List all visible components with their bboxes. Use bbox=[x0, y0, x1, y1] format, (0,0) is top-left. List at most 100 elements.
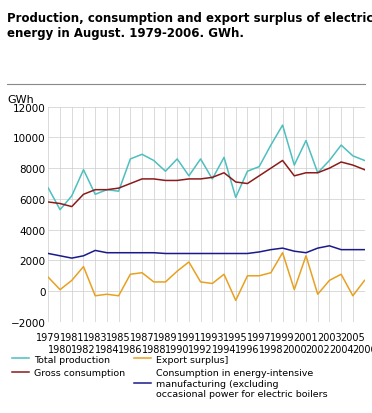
Export surplus] bbox=[269, 271, 273, 275]
Gross consumption bbox=[128, 182, 132, 187]
Total production bbox=[222, 156, 226, 161]
Gross consumption bbox=[315, 171, 320, 176]
Gross consumption bbox=[187, 177, 191, 182]
Consumption in energy-intensive
manufacturing (excluding
occasional power for electric boilers bbox=[362, 247, 367, 252]
Text: 1988: 1988 bbox=[141, 344, 166, 354]
Consumption in energy-intensive
manufacturing (excluding
occasional power for electric boilers bbox=[351, 247, 355, 252]
Gross consumption bbox=[151, 177, 156, 182]
Export surplus] bbox=[163, 280, 168, 285]
Gross consumption bbox=[292, 174, 296, 179]
Consumption in energy-intensive
manufacturing (excluding
occasional power for electric boilers bbox=[187, 252, 191, 256]
Total production bbox=[339, 143, 343, 148]
Consumption in energy-intensive
manufacturing (excluding
occasional power for electric boilers bbox=[257, 250, 262, 255]
Gross consumption bbox=[257, 174, 262, 179]
Consumption in energy-intensive
manufacturing (excluding
occasional power for electric boilers bbox=[81, 254, 86, 259]
Export surplus] bbox=[280, 251, 285, 256]
Gross consumption bbox=[362, 168, 367, 173]
Consumption in energy-intensive
manufacturing (excluding
occasional power for electric boilers bbox=[46, 252, 51, 256]
Export surplus] bbox=[210, 281, 215, 286]
Total production bbox=[163, 169, 168, 174]
Total production bbox=[128, 157, 132, 162]
Total production bbox=[269, 143, 273, 148]
Text: 1981: 1981 bbox=[60, 332, 84, 342]
Gross consumption bbox=[351, 163, 355, 168]
Total production bbox=[151, 159, 156, 164]
Consumption in energy-intensive
manufacturing (excluding
occasional power for electric boilers bbox=[327, 244, 332, 249]
Export surplus] bbox=[46, 275, 51, 280]
Consumption in energy-intensive
manufacturing (excluding
occasional power for electric boilers bbox=[234, 252, 238, 256]
Consumption in energy-intensive
manufacturing (excluding
occasional power for electric boilers bbox=[58, 254, 62, 259]
Consumption in energy-intensive
manufacturing (excluding
occasional power for electric boilers bbox=[280, 246, 285, 251]
Export surplus] bbox=[234, 298, 238, 303]
Export surplus] bbox=[116, 294, 121, 299]
Line: Export surplus]: Export surplus] bbox=[48, 253, 365, 301]
Gross consumption bbox=[175, 178, 179, 183]
Total production bbox=[187, 174, 191, 179]
Gross consumption bbox=[105, 188, 109, 193]
Export surplus] bbox=[327, 278, 332, 283]
Text: 1995: 1995 bbox=[224, 332, 248, 342]
Gross consumption bbox=[116, 186, 121, 191]
Export surplus] bbox=[140, 271, 144, 275]
Text: 1999: 1999 bbox=[270, 332, 295, 342]
Text: 1987: 1987 bbox=[130, 332, 154, 342]
Total production bbox=[140, 152, 144, 157]
Total production bbox=[58, 208, 62, 213]
Total production bbox=[175, 157, 179, 162]
Line: Total production: Total production bbox=[48, 126, 365, 210]
Text: 1994: 1994 bbox=[212, 344, 236, 354]
Text: 2003: 2003 bbox=[317, 332, 342, 342]
Export surplus] bbox=[351, 294, 355, 299]
Gross consumption bbox=[245, 182, 250, 187]
Consumption in energy-intensive
manufacturing (excluding
occasional power for electric boilers bbox=[222, 252, 226, 256]
Consumption in energy-intensive
manufacturing (excluding
occasional power for electric boilers bbox=[140, 251, 144, 256]
Total production bbox=[304, 139, 308, 144]
Text: 1985: 1985 bbox=[106, 332, 131, 342]
Text: 2005: 2005 bbox=[340, 332, 365, 342]
Consumption in energy-intensive
manufacturing (excluding
occasional power for electric boilers bbox=[304, 251, 308, 256]
Gross consumption bbox=[327, 166, 332, 171]
Text: 1983: 1983 bbox=[83, 332, 108, 342]
Line: Consumption in energy-intensive
manufacturing (excluding
occasional power for electric boilers: Consumption in energy-intensive manufact… bbox=[48, 246, 365, 259]
Total production bbox=[292, 163, 296, 168]
Export surplus] bbox=[151, 280, 156, 285]
Text: 1979: 1979 bbox=[36, 332, 61, 342]
Text: 1991: 1991 bbox=[177, 332, 201, 342]
Text: 1990: 1990 bbox=[165, 344, 189, 354]
Total production bbox=[257, 165, 262, 170]
Consumption in energy-intensive
manufacturing (excluding
occasional power for electric boilers bbox=[93, 248, 97, 253]
Total production bbox=[93, 192, 97, 197]
Gross consumption bbox=[58, 202, 62, 206]
Total production bbox=[70, 194, 74, 199]
Gross consumption bbox=[93, 188, 97, 193]
Gross consumption bbox=[222, 171, 226, 176]
Text: GWh: GWh bbox=[7, 95, 34, 105]
Text: 2001: 2001 bbox=[294, 332, 318, 342]
Gross consumption bbox=[304, 171, 308, 176]
Total production bbox=[315, 171, 320, 176]
Text: 1992: 1992 bbox=[188, 344, 213, 354]
Text: 2002: 2002 bbox=[305, 344, 330, 354]
Export surplus] bbox=[81, 264, 86, 269]
Export surplus] bbox=[70, 278, 74, 283]
Consumption in energy-intensive
manufacturing (excluding
occasional power for electric boilers bbox=[116, 251, 121, 256]
Export surplus] bbox=[105, 292, 109, 297]
Total production bbox=[351, 154, 355, 159]
Consumption in energy-intensive
manufacturing (excluding
occasional power for electric boilers bbox=[128, 251, 132, 256]
Line: Gross consumption: Gross consumption bbox=[48, 161, 365, 207]
Total production bbox=[116, 189, 121, 194]
Gross consumption bbox=[198, 177, 203, 182]
Total production bbox=[245, 169, 250, 174]
Text: 1993: 1993 bbox=[200, 332, 225, 342]
Consumption in energy-intensive
manufacturing (excluding
occasional power for electric boilers bbox=[210, 252, 215, 256]
Consumption in energy-intensive
manufacturing (excluding
occasional power for electric boilers bbox=[315, 246, 320, 251]
Gross consumption bbox=[280, 159, 285, 164]
Export surplus] bbox=[93, 294, 97, 299]
Text: 1986: 1986 bbox=[118, 344, 142, 354]
Consumption in energy-intensive
manufacturing (excluding
occasional power for electric boilers bbox=[151, 251, 156, 256]
Gross consumption bbox=[70, 204, 74, 209]
Gross consumption bbox=[163, 178, 168, 183]
Consumption in energy-intensive
manufacturing (excluding
occasional power for electric boilers bbox=[105, 251, 109, 256]
Text: 1989: 1989 bbox=[153, 332, 178, 342]
Consumption in energy-intensive
manufacturing (excluding
occasional power for electric boilers bbox=[339, 247, 343, 252]
